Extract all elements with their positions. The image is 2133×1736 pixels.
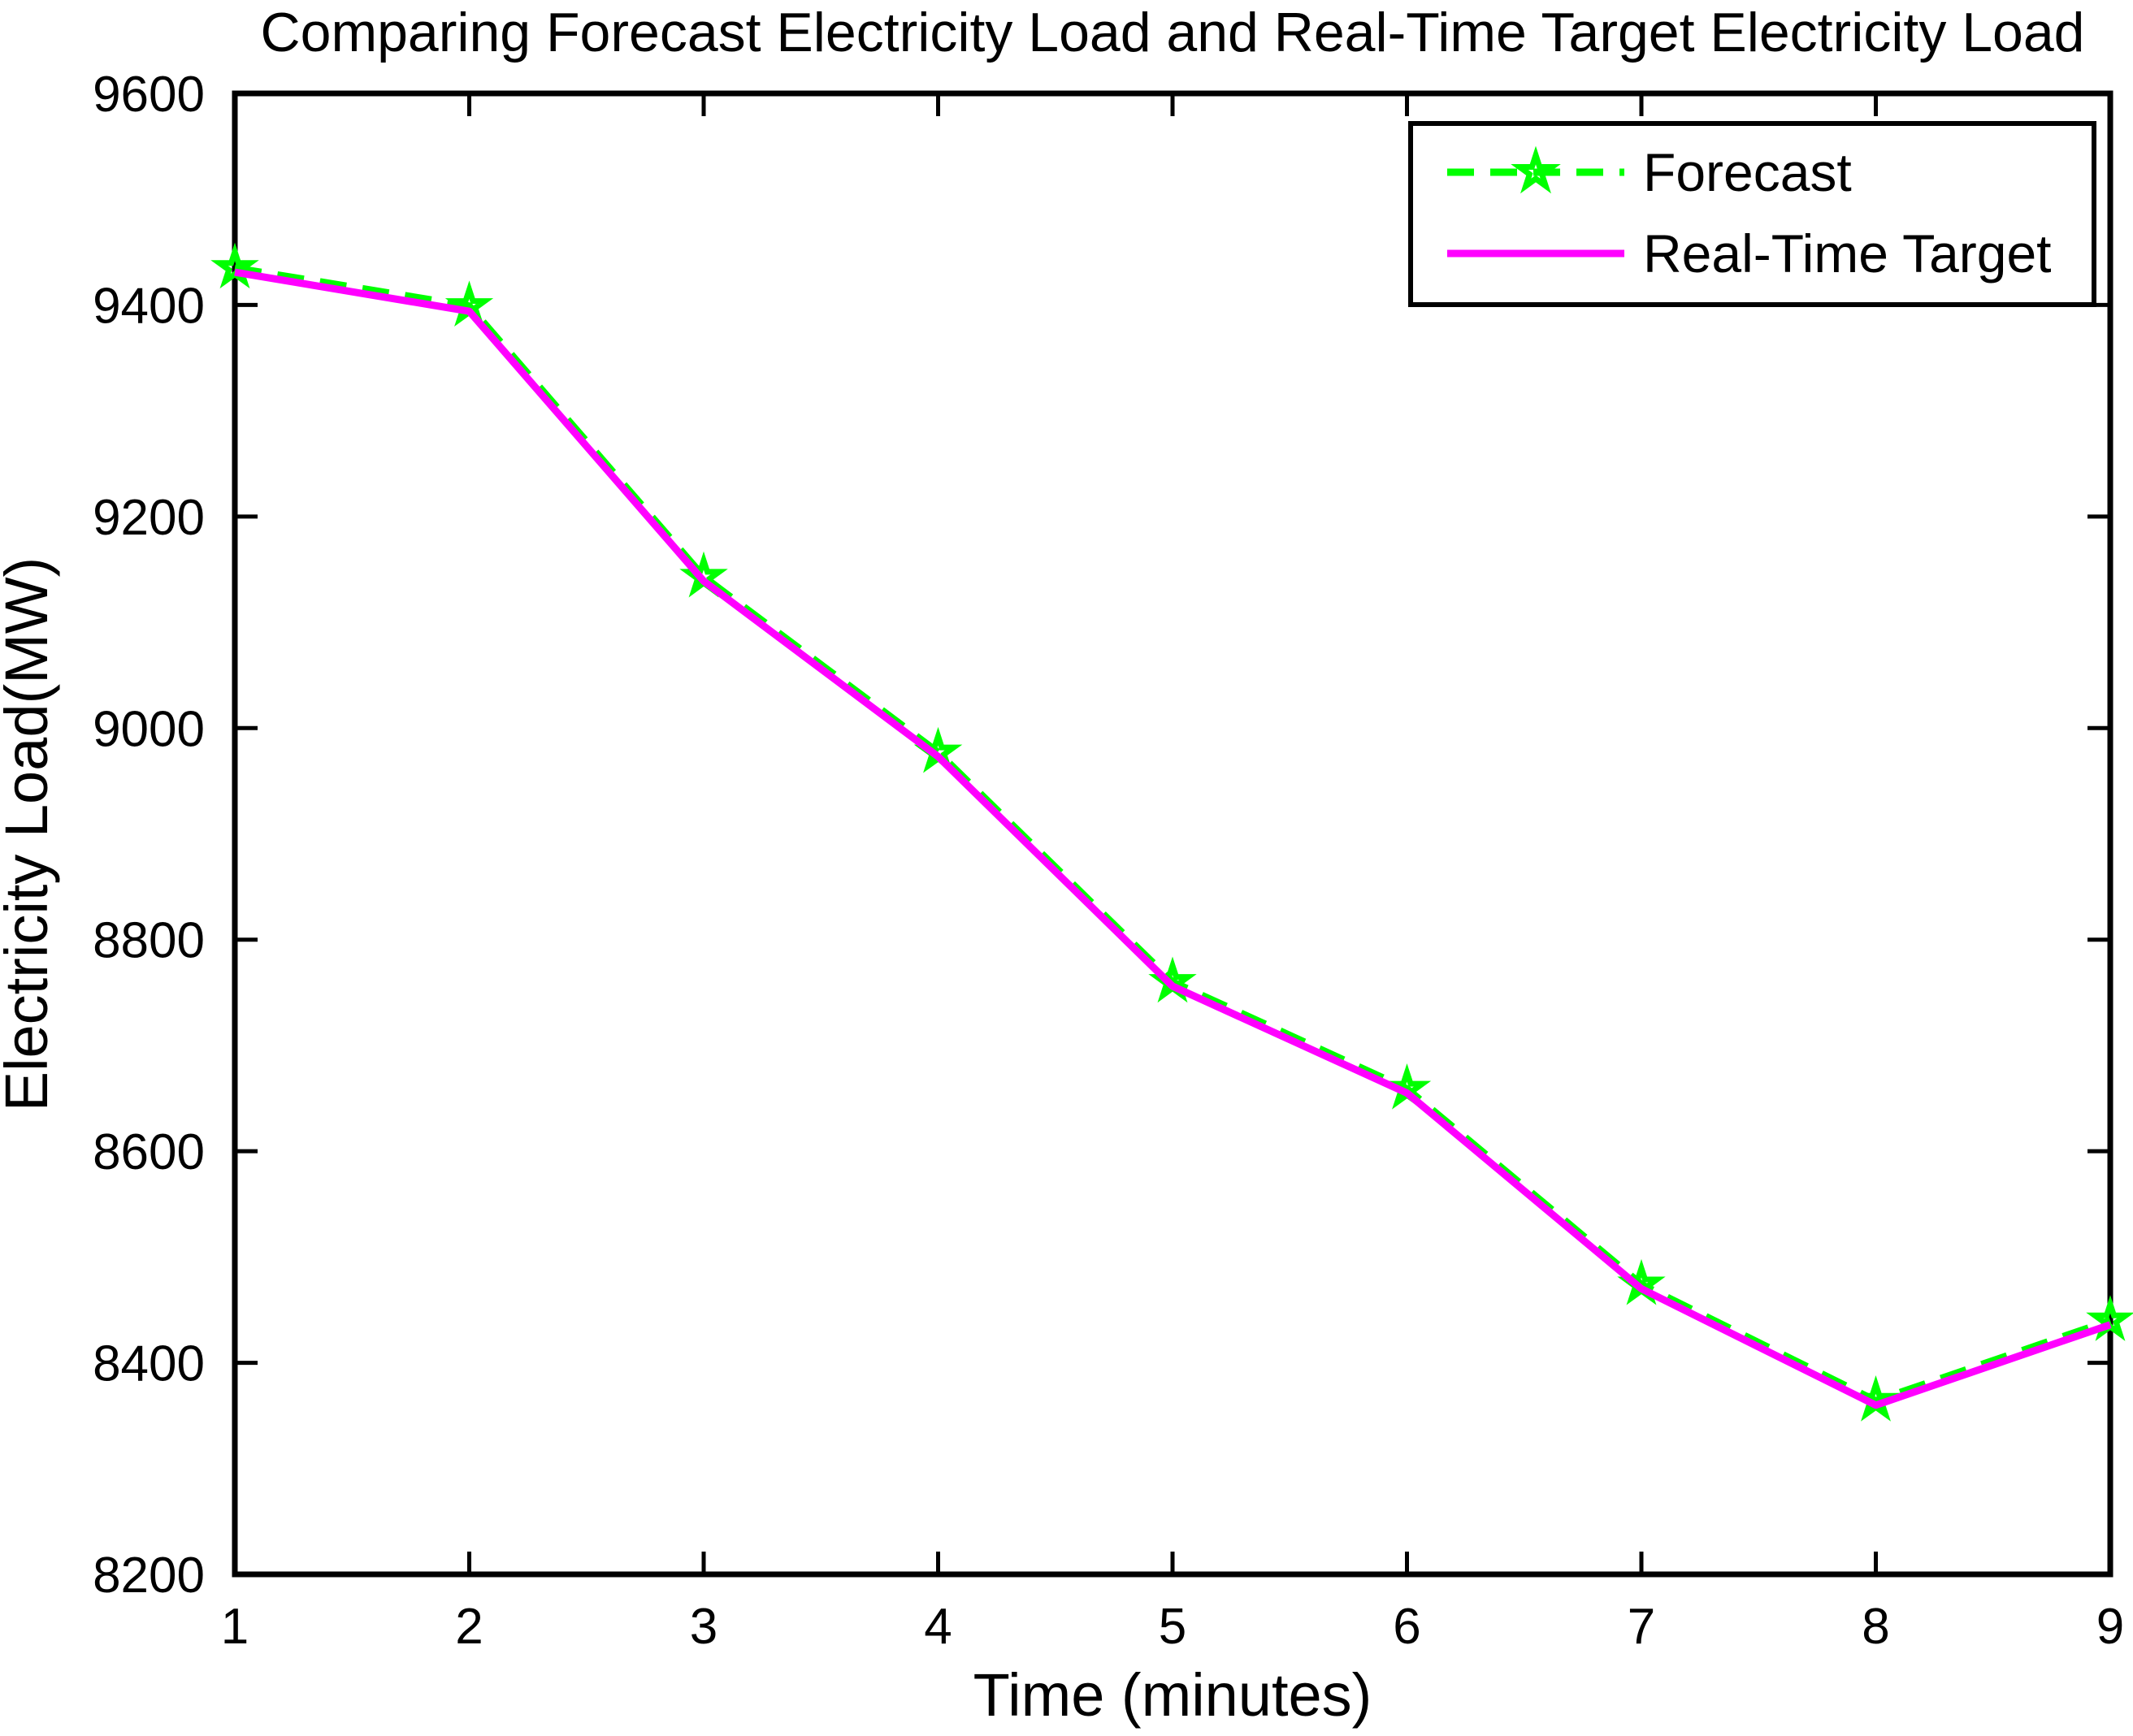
x-tick-label: 4 [924, 1599, 952, 1655]
x-tick-label: 5 [1159, 1599, 1186, 1655]
series-layer [210, 242, 2133, 1422]
x-tick-label: 1 [221, 1599, 249, 1655]
y-tick-label: 8200 [93, 1548, 205, 1604]
x-axis-label: Time (minutes) [973, 1661, 1372, 1729]
y-tick-label: 8400 [93, 1336, 205, 1392]
x-tick-label: 7 [1628, 1599, 1655, 1655]
target-line [234, 268, 2112, 1409]
y-tick-label: 9600 [93, 67, 205, 123]
x-tick-label: 9 [2096, 1599, 2124, 1655]
y-tick-label: 9200 [93, 490, 205, 546]
legend: Forecast Real-Time Target [1408, 121, 2096, 307]
tick-marks [232, 91, 2113, 1577]
x-tick-label: 8 [1862, 1599, 1889, 1655]
forecast-line [234, 264, 2112, 1405]
plot-border [232, 90, 2113, 1578]
x-tick-label: 6 [1393, 1599, 1420, 1655]
legend-forecast-label: Forecast [1643, 142, 1852, 202]
y-axis-label: Electricity Load(MW) [0, 557, 60, 1112]
legend-box [1408, 121, 2096, 307]
y-tick-label: 8600 [93, 1124, 205, 1180]
chart-title: Comparing Forecast Electricity Load and … [261, 2, 2085, 63]
y-axis-label-group: Electricity Load(MW) [0, 557, 60, 1112]
x-tick-label: 2 [455, 1599, 483, 1655]
y-tick-label: 9400 [93, 278, 205, 334]
x-tick-label: 3 [690, 1599, 718, 1655]
tick-labels: 1 2 3 4 5 6 7 8 9 8200 8400 8600 8800 9000 9200 9400 960… [93, 67, 2124, 1655]
y-tick-label: 8800 [93, 913, 205, 969]
y-tick-label: 9000 [93, 701, 205, 757]
legend-forecast-pentagram-icon [1511, 145, 1561, 194]
legend-target-label: Real-Time Target [1643, 223, 2052, 284]
